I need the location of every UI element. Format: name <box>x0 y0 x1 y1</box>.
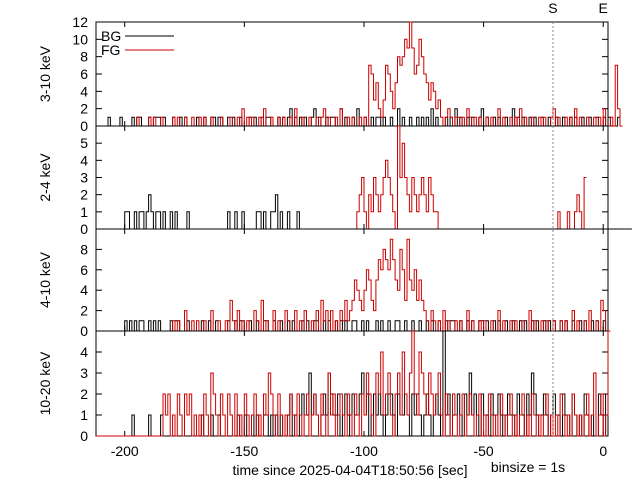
y-tick-label: 6 <box>80 262 88 278</box>
y-tick-label: 6 <box>80 66 88 82</box>
x-tick-label: -200 <box>111 443 139 459</box>
marker-label: S <box>548 0 557 16</box>
y-tick-label: 0 <box>80 323 88 339</box>
y-tick-label: 0 <box>80 428 88 444</box>
y-tick-label: 1 <box>80 204 88 220</box>
y-axis-label: 2-4 keV <box>37 153 53 202</box>
y-tick-label: 4 <box>80 152 88 168</box>
y-tick-label: 5 <box>80 135 88 151</box>
marker-label: E <box>599 0 608 16</box>
series-fg-line <box>96 330 611 437</box>
legend-label: FG <box>101 42 120 58</box>
series-fg-line <box>96 238 608 332</box>
x-tick-label: -100 <box>350 443 378 459</box>
y-tick-label: 8 <box>80 241 88 257</box>
panel-frame <box>95 21 609 127</box>
y-tick-label: 10 <box>72 31 88 47</box>
y-tick-label: 2 <box>80 386 88 402</box>
y-tick-label: 0 <box>80 221 88 237</box>
y-tick-label: 3 <box>80 170 88 186</box>
y-tick-label: 4 <box>80 344 88 360</box>
y-tick-label: 2 <box>80 101 88 117</box>
x-axis-label: time since 2025-04-04T18:50:56 [sec] <box>232 462 467 478</box>
legend-label: BG <box>101 28 121 44</box>
series-fg-line <box>96 125 587 230</box>
y-tick-label: 3 <box>80 365 88 381</box>
y-tick-label: 8 <box>80 49 88 65</box>
y-axis-label: 4-10 keV <box>37 251 53 308</box>
y-tick-label: 4 <box>80 282 88 298</box>
y-axis-label: 3-10 keV <box>37 45 53 102</box>
y-tick-label: 0 <box>80 118 88 134</box>
x-tick-label: -50 <box>473 443 493 459</box>
x-tick-label: -150 <box>230 443 258 459</box>
y-tick-label: 4 <box>80 83 88 99</box>
y-tick-label: 1 <box>80 407 88 423</box>
y-tick-label: 2 <box>80 303 88 319</box>
binsize-label: binsize = 1s <box>491 459 565 475</box>
series-fg-line <box>96 21 623 127</box>
y-tick-label: 2 <box>80 187 88 203</box>
y-tick-label: 12 <box>72 14 88 30</box>
y-axis-label: 10-20 keV <box>37 351 53 415</box>
panel-4: 0 1 2 3 4 10-20 keV <box>37 330 611 444</box>
panel-3: 0 2 4 6 8 4-10 keV <box>37 228 609 339</box>
x-tick-label: 0 <box>599 443 607 459</box>
